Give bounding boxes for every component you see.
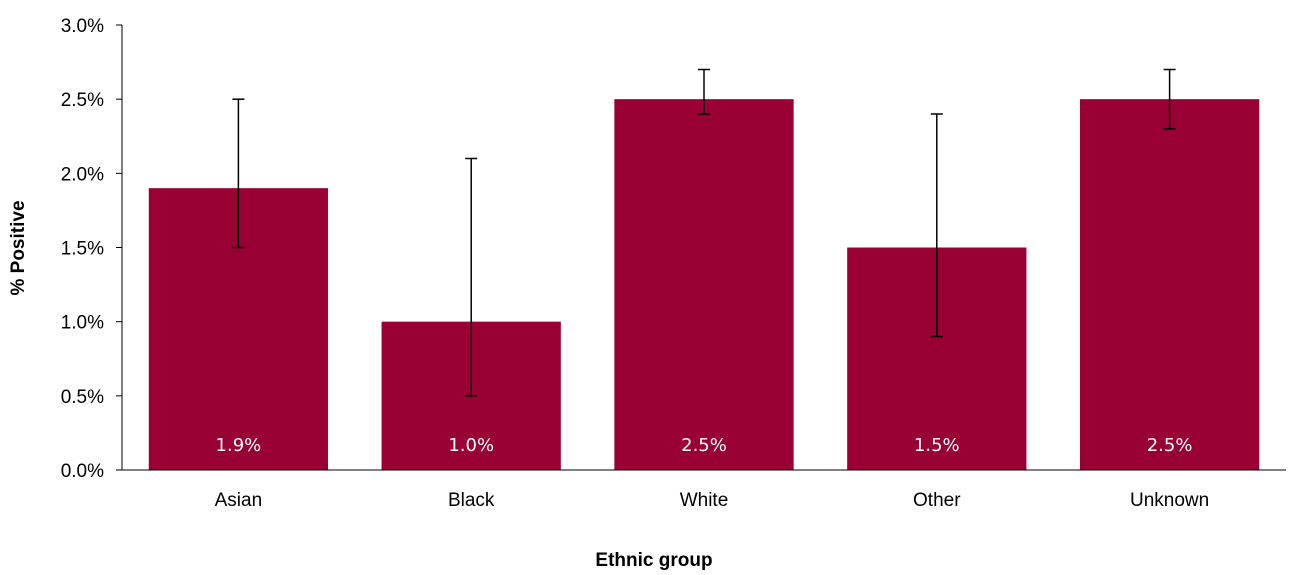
data-labels: 1.9% 1.0% 2.5% 1.5% 2.5% [216, 435, 1193, 456]
error-bar-white [698, 68, 710, 115]
y-axis-title: % Positive [8, 200, 29, 295]
error-bars [232, 68, 1176, 397]
bars [148, 99, 1260, 471]
error-bar-black [465, 157, 478, 397]
y-tick-label: 0.5% [61, 387, 104, 408]
y-tick-label: 2.5% [61, 90, 104, 111]
data-label-unknown: 2.5% [1147, 435, 1193, 456]
y-axis-ticks: 0.0% 0.5% 1.0% 1.5% 2.0% 2.5% 3.0% [61, 16, 122, 482]
category-label-black: Black [448, 490, 495, 511]
data-label-white: 2.5% [681, 435, 727, 456]
error-bar-other [930, 113, 943, 338]
category-label-unknown: Unknown [1130, 490, 1209, 511]
category-label-asian: Asian [215, 490, 263, 511]
x-axis-title: Ethnic group [595, 550, 712, 571]
data-label-black: 1.0% [448, 435, 494, 456]
category-label-other: Other [913, 490, 961, 511]
y-tick-label: 1.0% [61, 313, 104, 334]
bar-white [614, 99, 794, 471]
y-tick-label: 0.0% [61, 461, 104, 482]
category-label-white: White [680, 490, 729, 511]
bar-unknown [1079, 99, 1260, 471]
y-tick-label: 3.0% [61, 16, 104, 37]
error-bar-asian [232, 98, 245, 249]
error-bar-unknown [1163, 68, 1176, 130]
y-tick-label: 2.0% [61, 164, 104, 185]
y-tick-label: 1.5% [61, 239, 104, 260]
x-axis-category-labels: Asian Black White Other Unknown [215, 490, 1210, 511]
data-label-asian: 1.9% [216, 435, 262, 456]
data-label-other: 1.5% [914, 435, 960, 456]
